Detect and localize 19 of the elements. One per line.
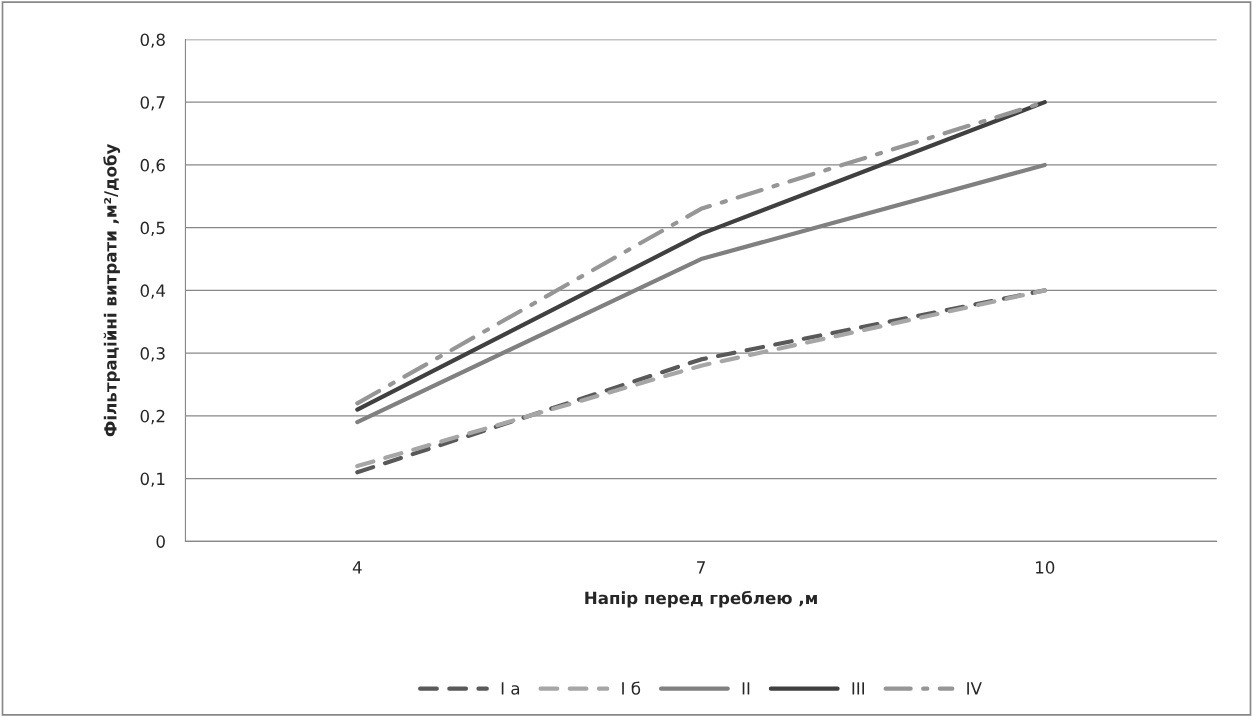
legend-label: I a bbox=[501, 682, 520, 695]
legend-label: IV bbox=[967, 682, 982, 695]
y-tick-label: 0,3 bbox=[140, 347, 165, 362]
y-tick-label: 0,7 bbox=[140, 96, 165, 111]
x-tick-label: 7 bbox=[697, 561, 705, 574]
y-tick-label: 0 bbox=[156, 535, 165, 548]
legend-label: III bbox=[852, 682, 865, 695]
legend-label: I б bbox=[622, 681, 641, 695]
x-tick-label: 10 bbox=[1036, 561, 1055, 574]
y-axis-title: Фільтраційні витрати ,м²/добу bbox=[103, 143, 121, 437]
y-tick-label: 0,6 bbox=[140, 158, 165, 174]
x-axis-title: Напір перед греблею ,м bbox=[585, 590, 817, 608]
y-tick-label: 0,8 bbox=[140, 33, 165, 48]
x-tick-label: 4 bbox=[352, 561, 362, 574]
legend-label: II bbox=[742, 682, 750, 695]
y-tick-label: 0,5 bbox=[140, 221, 165, 236]
y-tick-label: 0,4 bbox=[140, 284, 166, 299]
y-tick-label: 0,1 bbox=[140, 472, 165, 487]
y-tick-label: 0,2 bbox=[140, 409, 165, 425]
